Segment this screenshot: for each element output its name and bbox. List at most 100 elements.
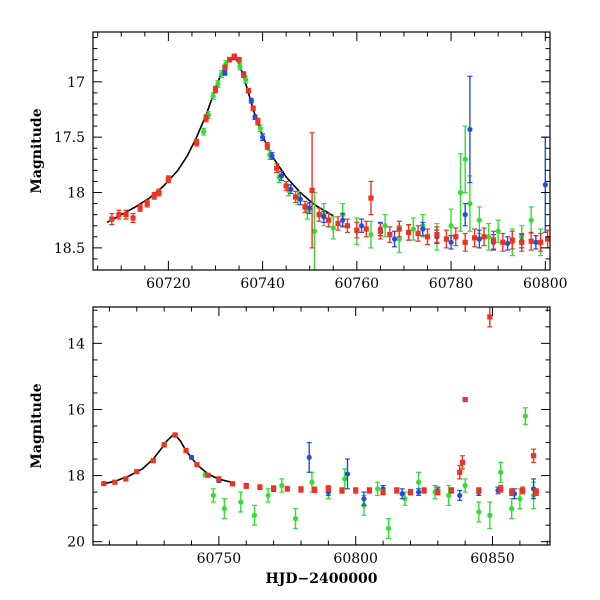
marker-square [312, 487, 318, 493]
data-point [302, 200, 308, 214]
marker-circle [257, 125, 263, 131]
data-point [380, 488, 386, 496]
marker-circle [399, 491, 405, 497]
marker-circle [248, 98, 254, 104]
data-point [241, 72, 247, 78]
plot-area [106, 53, 550, 270]
marker-circle [504, 240, 511, 247]
data-point [339, 487, 345, 494]
data-point [297, 193, 303, 206]
marker-square [407, 489, 414, 495]
marker-square [481, 234, 487, 240]
marker-circle [260, 134, 266, 140]
data-point [476, 206, 482, 235]
marker-square [519, 239, 525, 245]
data-point [201, 127, 207, 136]
marker-square [528, 238, 534, 244]
marker-square [309, 187, 315, 193]
y-tick-label: 18 [67, 469, 85, 485]
data-point [396, 220, 402, 238]
marker-circle [358, 223, 365, 229]
y-tick-label: 20 [67, 535, 85, 551]
marker-square [530, 453, 537, 459]
marker-circle [410, 226, 416, 232]
marker-square [302, 204, 308, 210]
data-point [123, 476, 129, 482]
data-point [500, 232, 506, 252]
data-point [420, 221, 426, 237]
data-point [278, 170, 285, 181]
data-point [537, 232, 544, 252]
marker-square [298, 486, 304, 493]
marker-square [448, 487, 455, 494]
data-point [257, 484, 263, 491]
data-point [457, 489, 463, 501]
data-point [248, 97, 254, 104]
series-red [101, 307, 539, 497]
marker-square [241, 72, 247, 78]
data-point [156, 188, 162, 197]
data-point [443, 229, 449, 249]
y-tick-label: 17.5 [54, 130, 85, 146]
data-point [116, 209, 122, 220]
data-point [453, 227, 459, 247]
panel-top: 60720 60740 60760 60780 60800 17 17.5 18 18.5 Mag… [29, 31, 568, 292]
marker-square [498, 486, 504, 492]
data-point [271, 485, 277, 492]
marker-square [459, 459, 466, 465]
marker-circle [330, 225, 336, 231]
y-tick-label: 18.5 [54, 241, 85, 257]
marker-square [363, 226, 369, 232]
marker-square [380, 489, 386, 495]
data-point [236, 56, 242, 63]
data-point [222, 70, 228, 76]
data-point [434, 226, 440, 243]
data-point [251, 504, 258, 526]
marker-circle [416, 479, 422, 485]
data-point [374, 481, 381, 497]
marker-square [255, 119, 261, 125]
data-point [134, 469, 140, 475]
x-tick-label: 60760 [335, 276, 380, 292]
data-point [150, 458, 156, 464]
data-point [194, 138, 200, 147]
marker-circle [476, 509, 482, 515]
marker-circle [188, 454, 195, 461]
marker-square [335, 220, 341, 227]
data-point [457, 465, 463, 480]
data-point [366, 487, 372, 494]
marker-square [212, 86, 219, 93]
data-point [509, 498, 515, 520]
data-point [416, 488, 422, 497]
marker-circle [448, 239, 454, 245]
x-tick-label: 60800 [333, 551, 378, 567]
marker-circle [288, 186, 294, 192]
data-point [363, 220, 369, 238]
marker-square [434, 231, 440, 238]
data-point [309, 132, 315, 249]
data-point [368, 180, 374, 216]
data-point [212, 85, 219, 94]
data-point [205, 472, 211, 478]
marker-circle [278, 173, 285, 179]
data-point [231, 53, 237, 60]
data-point [421, 487, 427, 494]
data-point [498, 484, 504, 493]
marker-square [112, 479, 118, 485]
data-point [161, 442, 167, 448]
marker-square [537, 239, 544, 245]
data-point [487, 307, 493, 328]
marker-square [394, 487, 400, 494]
marker-circle [292, 515, 299, 522]
y-axis-label: Magnitude [29, 108, 45, 193]
data-point [472, 228, 478, 248]
marker-square [194, 462, 200, 468]
marker-square [172, 432, 178, 438]
marker-circle [385, 525, 392, 532]
y-tick-label: 14 [67, 336, 85, 352]
data-point [229, 481, 236, 487]
marker-circle [210, 492, 217, 499]
marker-circle [528, 217, 534, 223]
marker-square [284, 486, 290, 492]
marker-square [443, 236, 449, 242]
